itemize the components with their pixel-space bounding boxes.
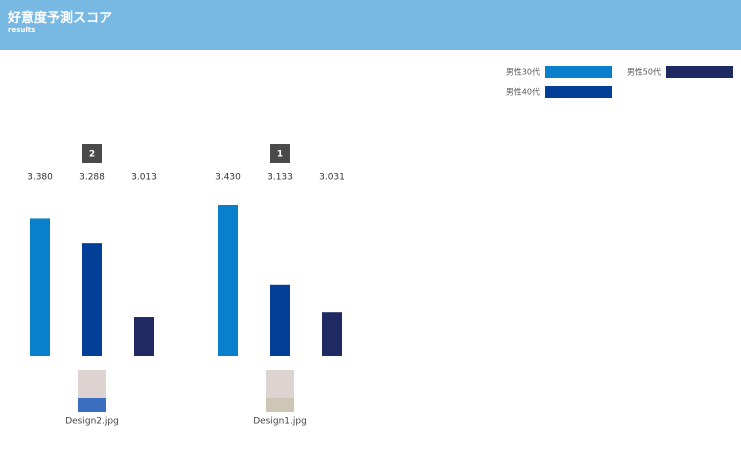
header: 好意度予測スコア results — [0, 0, 741, 50]
value-label: 3.288 — [79, 173, 105, 183]
legend-label: 男性30代 — [506, 67, 540, 77]
thumbnail-band — [78, 398, 106, 412]
value-label: 3.380 — [27, 173, 53, 183]
legend-swatch — [545, 66, 612, 78]
legend-label: 男性50代 — [627, 67, 661, 77]
value-label: 3.430 — [215, 173, 241, 183]
rank-badge — [270, 144, 290, 163]
bar — [30, 218, 50, 356]
category-label: Design1.jpg — [253, 417, 307, 427]
bar — [134, 317, 154, 356]
subtitle: results — [8, 26, 36, 34]
legend-swatch — [545, 86, 612, 98]
bar — [270, 284, 290, 356]
rank-label: 1 — [277, 150, 283, 160]
value-label: 3.013 — [131, 173, 157, 183]
title: 好意度予測スコア — [8, 11, 113, 26]
value-label: 3.031 — [319, 173, 345, 183]
category-label: Design2.jpg — [65, 417, 119, 427]
value-label: 3.133 — [267, 173, 293, 183]
bar — [218, 205, 238, 356]
bar — [322, 312, 342, 356]
thumbnail-band — [266, 398, 294, 412]
legend-label: 男性40代 — [506, 87, 540, 97]
bar — [82, 243, 102, 356]
rank-label: 2 — [89, 150, 95, 160]
legend-swatch — [666, 66, 733, 78]
rank-badge — [82, 144, 102, 163]
